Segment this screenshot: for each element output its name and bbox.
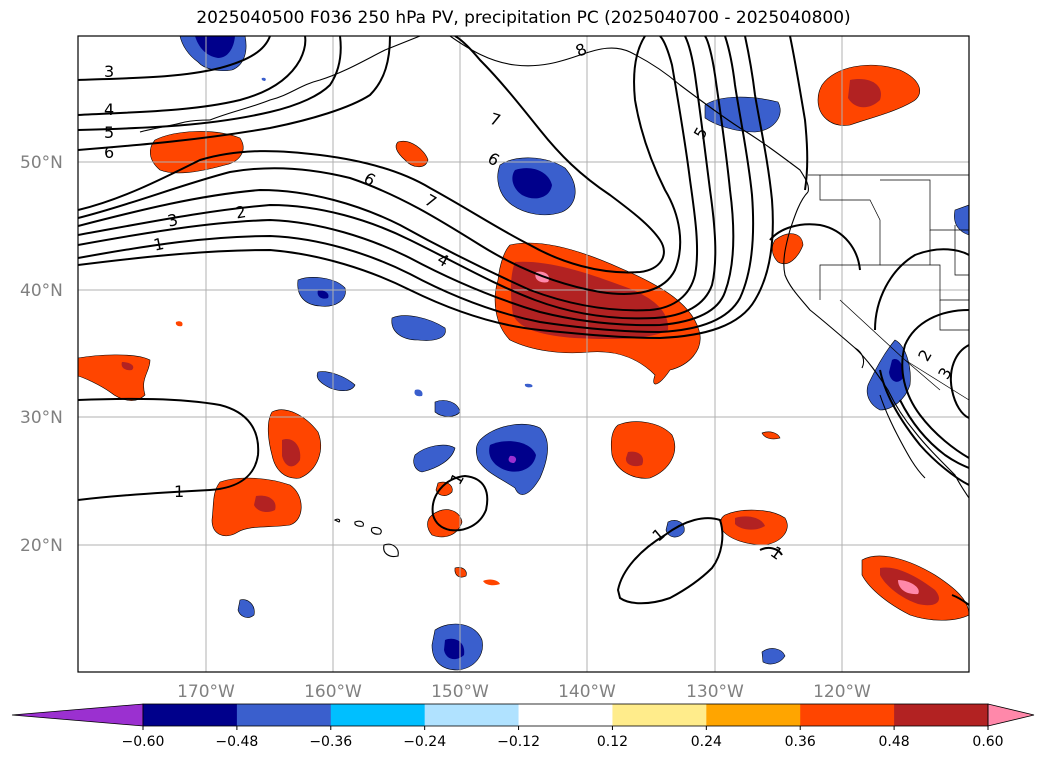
colorbar-tick-label: −0.60: [122, 734, 165, 750]
political-boundaries: [808, 174, 969, 401]
colorbar-tick-label: −0.48: [215, 734, 258, 750]
colorbar-extend-max: [987, 703, 1035, 727]
lon-label: 150°W: [431, 682, 489, 702]
lat-label: 40°N: [20, 281, 63, 301]
contour-label: 3: [104, 62, 114, 81]
gridlines: [78, 36, 969, 672]
colorbar-frame: [142, 703, 989, 727]
lon-label: 140°W: [558, 682, 616, 702]
colorbar-segment: [424, 704, 520, 726]
contour-label: 6: [104, 143, 114, 162]
colorbar-tick-label: 0.60: [972, 734, 1003, 750]
lon-label: 160°W: [304, 682, 362, 702]
lon-label: 170°W: [177, 682, 235, 702]
lon-label: 130°W: [686, 682, 744, 702]
latitude-axis: 50°N 40°N 30°N 20°N: [20, 153, 63, 556]
longitude-axis: 170°W 160°W 150°W 140°W 130°W 120°W: [177, 682, 871, 702]
plot-area: 3 4 5 6 7 8 5 6 6 7 4 3 2 1 1 1 1 1 2 3: [78, 36, 969, 672]
colorbar-tick-label: −0.36: [309, 734, 352, 750]
colorbar: −0.60 −0.48 −0.36 −0.24 −0.12 0.12 0.24 0.36 0.4…: [11, 703, 1035, 750]
positive-anomaly-main-core: [510, 261, 669, 340]
colorbar-tick-label: −0.24: [403, 734, 446, 750]
colorbar-tick-label: 0.48: [879, 734, 910, 750]
contour-label: 1: [174, 482, 184, 501]
colorbar-segment: [894, 704, 989, 726]
map-title: 2025040500 F036 250 hPa PV, precipitatio…: [196, 8, 851, 28]
colorbar-segment: [800, 704, 895, 726]
lat-label: 50°N: [20, 153, 63, 173]
colorbar-segment: [518, 704, 613, 726]
colorbar-segment: [706, 704, 801, 726]
contour-label: 1: [152, 234, 166, 255]
colorbar-tick-label: 0.36: [785, 734, 816, 750]
contour-label: 3: [166, 210, 180, 231]
plot-frame: [77, 35, 970, 673]
contour-label: 5: [104, 123, 114, 142]
lon-label: 120°W: [813, 682, 871, 702]
colorbar-tick-label: 0.12: [597, 734, 628, 750]
colorbar-tick-label: 0.24: [691, 734, 722, 750]
contour-label: 2: [234, 202, 247, 222]
pv-contours: [78, 36, 969, 606]
negative-precip-anomalies: [179, 36, 969, 671]
lat-label: 20°N: [20, 536, 63, 556]
colorbar-extend-min: [11, 703, 144, 727]
colorbar-segment: [143, 704, 238, 726]
colorbar-segment: [330, 704, 426, 726]
lat-label: 30°N: [20, 408, 63, 428]
colorbar-segment: [612, 704, 707, 726]
colorbar-tick-label: −0.12: [497, 734, 540, 750]
contour-label: 4: [104, 100, 114, 119]
coastlines: [139, 36, 969, 558]
colorbar-segment: [236, 704, 332, 726]
